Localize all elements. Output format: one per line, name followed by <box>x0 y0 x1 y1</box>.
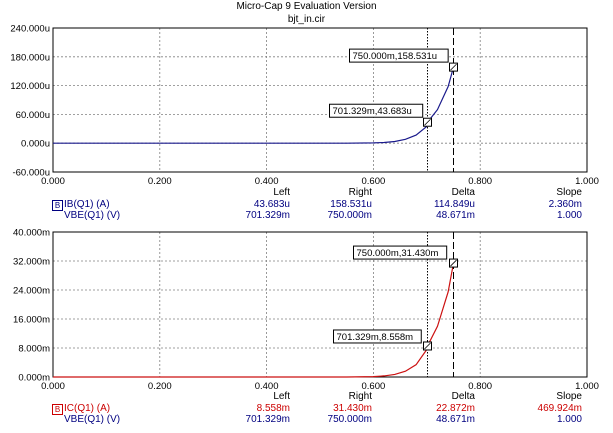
file-name: bjt_in.cir <box>287 14 326 25</box>
cursor-label: 750.000m,31.430m <box>357 248 439 259</box>
x-tick-label: 0.200 <box>148 176 172 187</box>
readout-header-slope: Slope <box>556 187 582 198</box>
readout-row-name[interactable]: IC(Q1) (A) <box>64 403 111 414</box>
plot-ib[interactable]: 0.000 0.200 0.400 0.600 0.800 1.000 240.000u 18… <box>10 24 599 188</box>
y-tick-label: 60.000u <box>16 110 50 121</box>
x-tick-label: 0.400 <box>255 176 279 187</box>
y-tick-label: 32.000m <box>13 257 50 268</box>
cursor-label: 701.329m,8.558m <box>337 332 414 343</box>
series-trace-ic[interactable] <box>53 262 455 378</box>
y-tick-label: 8.000m <box>18 344 50 355</box>
readout-value: 1.000 <box>556 414 582 425</box>
cursor-label-box <box>349 48 449 63</box>
y-tick-label: 240.000u <box>10 24 50 35</box>
readout-value: 48.671m <box>436 210 475 221</box>
y-tick-label: 24.000m <box>13 286 50 297</box>
readout-row: B IC(Q1) (A) 8.558m 31.430m 22.872m 469.924m <box>0 403 613 415</box>
plot-frame <box>52 27 588 173</box>
readout-value: 750.000m <box>327 414 372 425</box>
readout-value: 2.360m <box>548 199 582 210</box>
readout-value: 31.430m <box>333 403 372 414</box>
readout-header-right: Right <box>348 391 372 402</box>
y-tick-label: 120.000u <box>10 81 50 92</box>
cursor-label: 750.000m,158.531u <box>353 51 438 62</box>
cursor-marker-tick <box>424 118 431 126</box>
cursor-marker-tick <box>424 342 431 350</box>
readout-value: 469.924m <box>537 403 582 414</box>
readout-row: VBE(Q1) (V) 701.329m 750.000m 48.671m 1.000 <box>0 210 613 222</box>
y-tick-label: 0.000m <box>18 373 50 384</box>
plot-frame <box>52 231 588 378</box>
x-tick-label: 0.200 <box>148 381 172 392</box>
plot-ic[interactable]: 0.000 0.200 0.400 0.600 0.800 1.000 40.000m 32.… <box>13 228 599 393</box>
x-tick-label: 0.800 <box>468 176 492 187</box>
cursor-label: 701.329m,43.683u <box>333 106 412 117</box>
x-tick-label: 0.400 <box>255 381 279 392</box>
readout-row-name[interactable]: VBE(Q1) (V) <box>64 210 121 221</box>
readout-header: Left Right Delta Slope <box>0 391 613 403</box>
readout-header-slope: Slope <box>556 391 582 402</box>
readout-value: 158.531u <box>330 199 372 210</box>
x-tick-label: 1.000 <box>575 381 599 392</box>
readout-value: 8.558m <box>256 403 290 414</box>
y-tick-label: -60.000u <box>12 168 50 179</box>
cursor-label-box <box>353 245 448 260</box>
trace-tag-box[interactable]: B <box>52 200 63 211</box>
trace-tag-box[interactable]: B <box>52 404 63 415</box>
y-tick-label: 16.000m <box>13 315 50 326</box>
readout-row-name[interactable]: IB(Q1) (A) <box>64 199 110 210</box>
readout-value: 1.000 <box>556 210 582 221</box>
readout-header-delta: Delta <box>451 187 475 198</box>
x-tick-label: 0.600 <box>362 176 386 187</box>
readout-header: Left Right Delta Slope <box>0 187 613 199</box>
y-tick-label: 180.000u <box>10 52 50 63</box>
readout-value: 701.329m <box>245 414 290 425</box>
x-tick-label: 0.800 <box>468 381 492 392</box>
cursor-label-box <box>333 329 422 344</box>
series-trace-ib[interactable] <box>53 66 455 144</box>
window-title: Micro-Cap 9 Evaluation Version <box>236 1 377 12</box>
readout-value: 43.683u <box>253 199 290 210</box>
readout-row-name[interactable]: VBE(Q1) (V) <box>64 414 121 425</box>
cursor-marker-tick <box>450 259 457 267</box>
x-tick-label: 0.600 <box>362 381 386 392</box>
cursor-label-box <box>329 103 424 118</box>
y-tick-label: 0.000u <box>21 139 50 150</box>
readout-header-right: Right <box>348 187 372 198</box>
readout-value: 701.329m <box>245 210 290 221</box>
readout-row: VBE(Q1) (V) 701.329m 750.000m 48.671m 1.000 <box>0 414 613 426</box>
y-tick-label: 40.000m <box>13 228 50 239</box>
readout-value: 750.000m <box>327 210 372 221</box>
readout-value: 22.872m <box>436 403 475 414</box>
readout-header-delta: Delta <box>451 391 475 402</box>
x-tick-label: 0.000 <box>41 176 65 187</box>
x-tick-label: 0.000 <box>41 381 65 392</box>
readout-row: B IB(Q1) (A) 43.683u 158.531u 114.849u 2.360m <box>0 199 613 211</box>
readout-header-left: Left <box>273 391 290 402</box>
readout-value: 114.849u <box>434 199 475 210</box>
x-tick-label: 1.000 <box>575 176 599 187</box>
readout-value: 48.671m <box>436 414 475 425</box>
cursor-marker-tick <box>450 63 457 71</box>
readout-header-left: Left <box>273 187 290 198</box>
